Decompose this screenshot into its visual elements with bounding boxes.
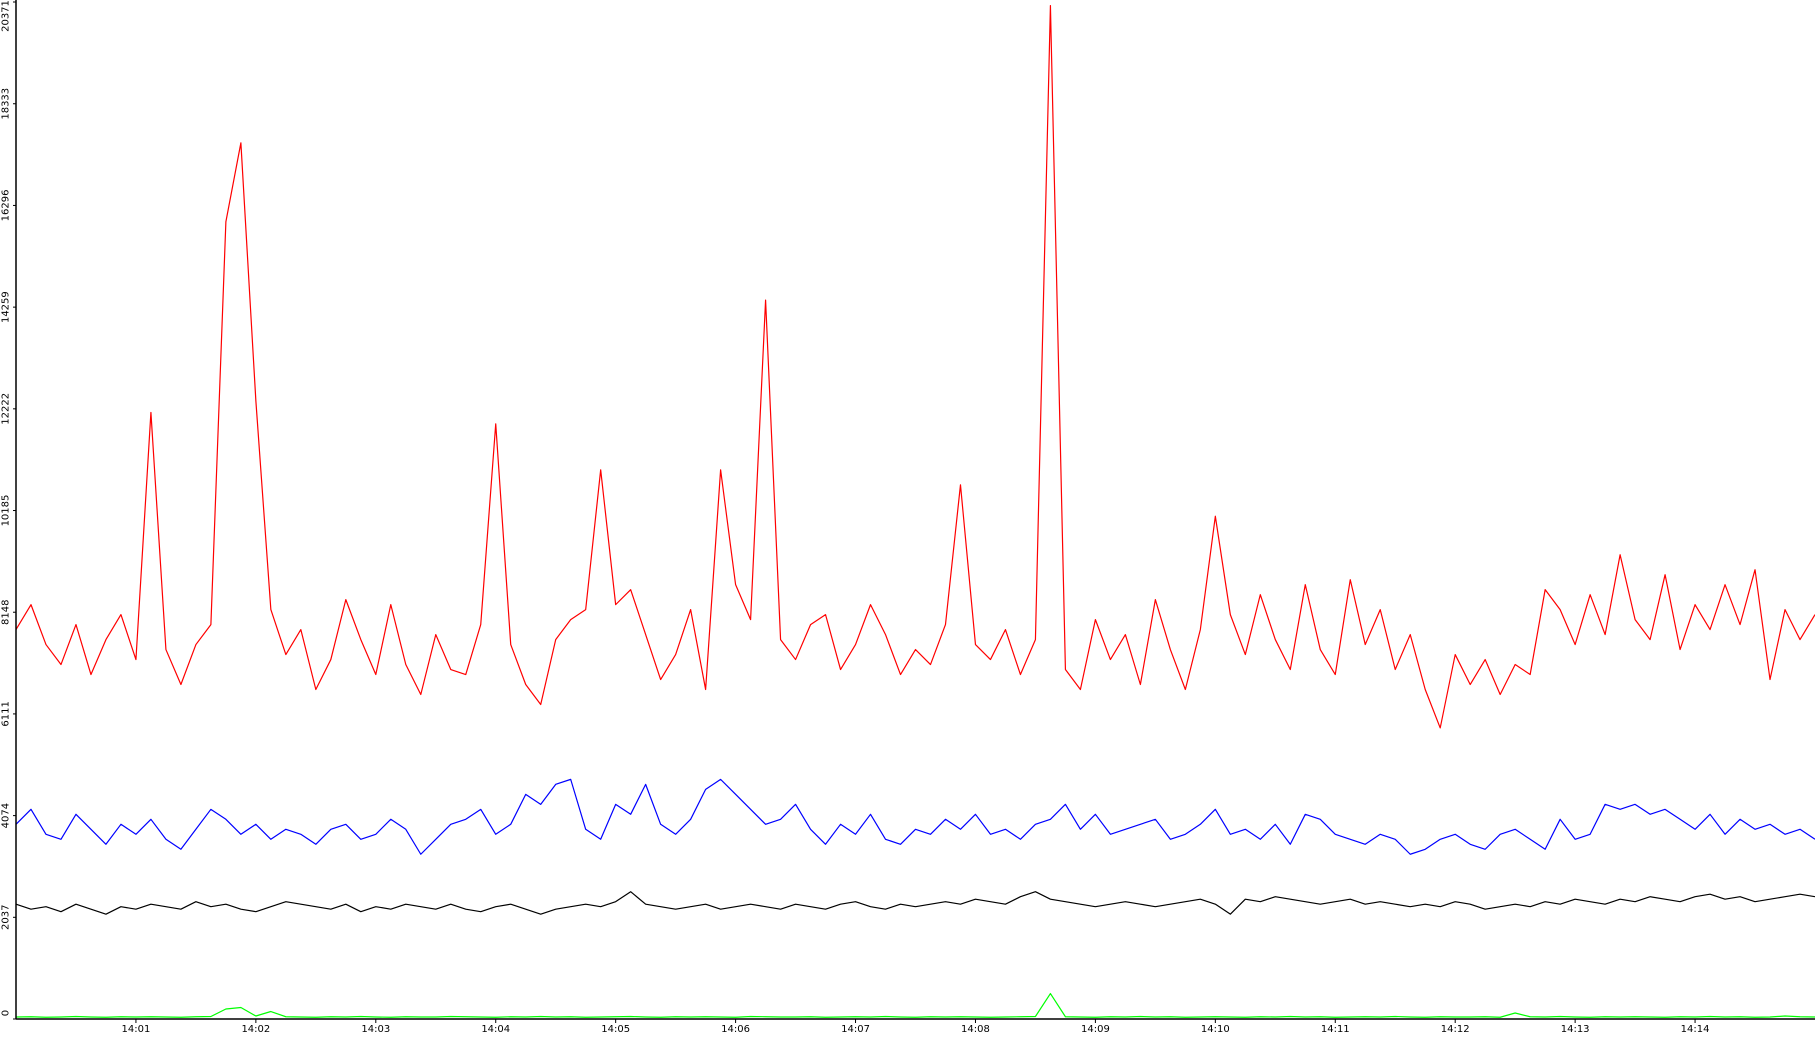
- x-tick-label: 14:04: [481, 1024, 510, 1035]
- x-tick-label: 14:12: [1441, 1024, 1470, 1035]
- y-tick-label: 8148: [0, 599, 11, 624]
- x-tick-label: 14:06: [721, 1024, 750, 1035]
- data-line: [15, 4, 1815, 729]
- y-tick-label: 18333: [0, 88, 11, 120]
- y-tick-label: 20371: [0, 0, 11, 32]
- y-tick-label: 14259: [0, 291, 11, 323]
- x-tick-label: 14:07: [841, 1024, 870, 1035]
- x-tick-label: 14:10: [1201, 1024, 1230, 1035]
- x-tick-label: 14:01: [122, 1024, 151, 1035]
- x-tick-label: 14:05: [601, 1024, 630, 1035]
- y-tick-label: 2037: [0, 905, 11, 930]
- x-tick-label: 14:11: [1321, 1024, 1350, 1035]
- y-tick-label: 4074: [0, 803, 11, 828]
- data-line: [15, 992, 1815, 1018]
- data-line: [15, 778, 1815, 855]
- x-tick-label: 14:13: [1561, 1024, 1590, 1035]
- x-tick-label: 14:02: [241, 1024, 270, 1035]
- y-tick-label: 0: [0, 1010, 11, 1016]
- y-tick-label: 16296: [0, 190, 11, 222]
- data-line: [15, 891, 1815, 915]
- x-tick-label: 14:08: [961, 1024, 990, 1035]
- x-tick-label: 14:14: [1681, 1024, 1710, 1035]
- x-tick-label: 14:03: [361, 1024, 390, 1035]
- y-tick-label: 6111: [0, 701, 11, 726]
- y-tick-label: 12222: [0, 393, 11, 425]
- y-tick-label: 10185: [0, 495, 11, 527]
- x-tick-label: 14:09: [1081, 1024, 1110, 1035]
